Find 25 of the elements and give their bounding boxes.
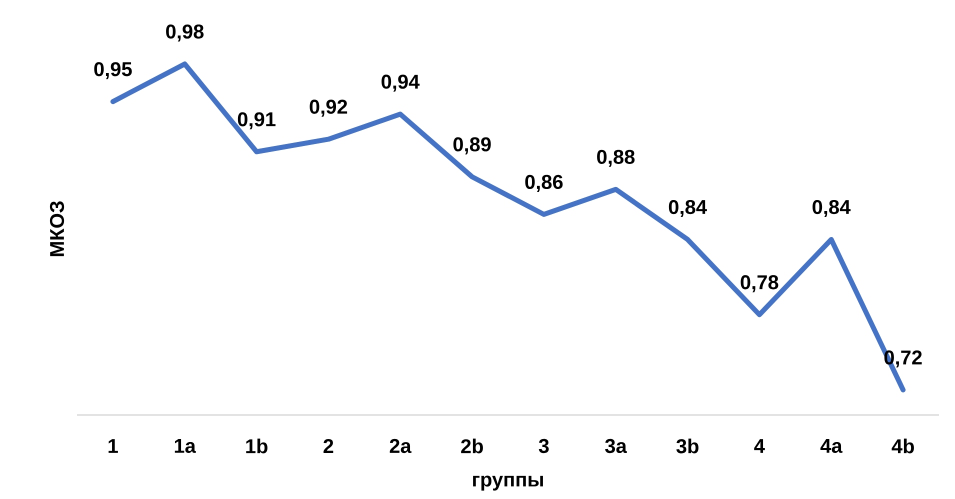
data-label: 0,84 bbox=[812, 200, 851, 218]
x-tick-label: 1b bbox=[246, 438, 268, 454]
x-tick-label: 3 bbox=[538, 438, 549, 454]
x-tick-label: 2a bbox=[390, 438, 412, 454]
x-tick-label: 2 bbox=[324, 439, 334, 453]
x-tick-label: 2b bbox=[461, 438, 483, 454]
x-tick-label: 3a bbox=[605, 438, 627, 454]
x-tick-label: 3b bbox=[676, 438, 698, 454]
data-label: 0,92 bbox=[310, 100, 348, 117]
x-tick-label: 4a bbox=[820, 439, 842, 453]
x-tick-label: 1 bbox=[108, 439, 118, 453]
x-axis-title: группы bbox=[473, 476, 543, 491]
data-label: 0,84 bbox=[668, 200, 707, 218]
data-label: 0,95 bbox=[94, 62, 132, 80]
x-tick-label: 4b bbox=[892, 438, 914, 454]
data-label: 0,98 bbox=[166, 24, 204, 42]
data-label: 0,86 bbox=[525, 174, 563, 192]
data-label: 0,89 bbox=[453, 137, 491, 154]
data-label: 0,78 bbox=[740, 275, 778, 292]
data-label: 0,91 bbox=[238, 112, 276, 130]
x-tick-label: 4 bbox=[754, 439, 765, 453]
y-axis-title: МКОЗ bbox=[50, 201, 64, 256]
data-label: 0,94 bbox=[382, 74, 420, 92]
x-tick-label: 1a bbox=[174, 439, 196, 453]
data-label: 0,88 bbox=[597, 150, 635, 167]
